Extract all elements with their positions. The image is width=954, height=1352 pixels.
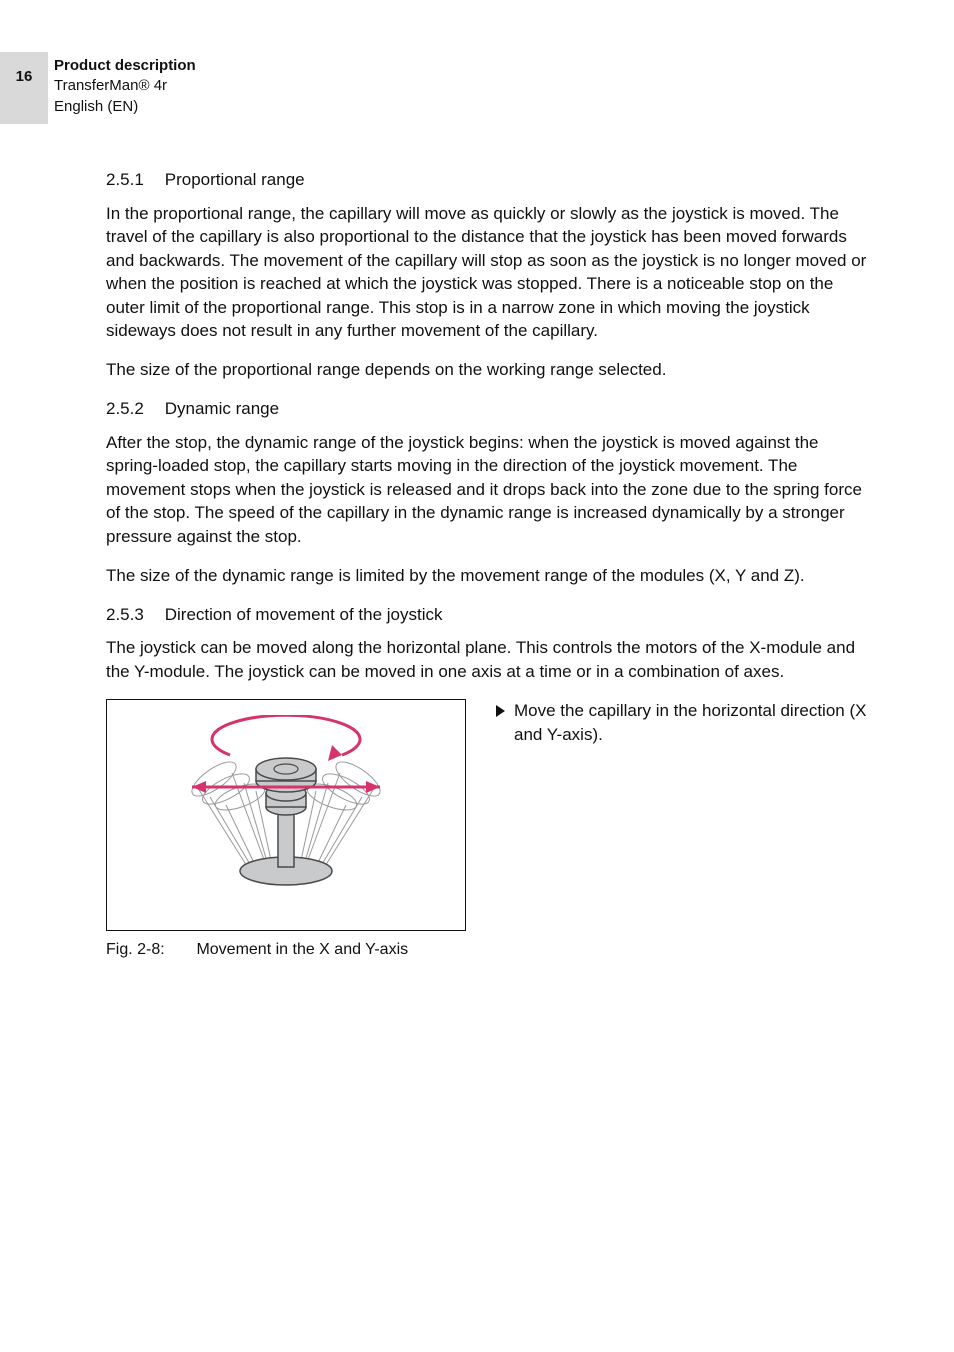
paragraph: The size of the proportional range depen…	[106, 358, 874, 381]
header-language: English (EN)	[54, 97, 874, 117]
header-product: TransferMan® 4r	[54, 76, 874, 96]
bullet-arrow-icon	[494, 699, 506, 746]
section-heading-252: 2.5.2 Dynamic range	[106, 398, 874, 421]
header-title: Product description	[54, 56, 874, 76]
section-heading-253: 2.5.3 Direction of movement of the joyst…	[106, 604, 874, 627]
figure-label: Fig. 2-8:	[106, 941, 192, 959]
paragraph: The size of the dynamic range is limited…	[106, 564, 874, 587]
running-header: Product description TransferMan® 4r Engl…	[54, 56, 874, 117]
section-number: 2.5.3	[106, 604, 160, 627]
page: 16 Product description TransferMan® 4r E…	[0, 0, 954, 1352]
instruction-text: Move the capillary in the horizontal dir…	[514, 699, 874, 746]
paragraph: After the stop, the dynamic range of the…	[106, 431, 874, 548]
figure-block: Fig. 2-8: Movement in the X and Y-axis	[106, 699, 466, 959]
figure-caption-text: Movement in the X and Y-axis	[196, 941, 408, 958]
page-number: 16	[16, 68, 33, 85]
figure-frame	[106, 699, 466, 931]
instruction-item: Move the capillary in the horizontal dir…	[494, 699, 874, 746]
section-title: Dynamic range	[165, 399, 279, 418]
page-number-tab: 16	[0, 52, 48, 124]
joystick-movement-illustration-icon	[126, 715, 446, 915]
section-heading-251: 2.5.1 Proportional range	[106, 169, 874, 192]
paragraph: In the proportional range, the capillary…	[106, 202, 874, 343]
figure-caption: Fig. 2-8: Movement in the X and Y-axis	[106, 941, 466, 959]
figure-and-instruction-row: Fig. 2-8: Movement in the X and Y-axis M…	[106, 699, 874, 959]
paragraph: The joystick can be moved along the hori…	[106, 636, 874, 683]
section-title: Direction of movement of the joystick	[165, 605, 443, 624]
section-title: Proportional range	[165, 170, 305, 189]
section-number: 2.5.1	[106, 169, 160, 192]
section-number: 2.5.2	[106, 398, 160, 421]
